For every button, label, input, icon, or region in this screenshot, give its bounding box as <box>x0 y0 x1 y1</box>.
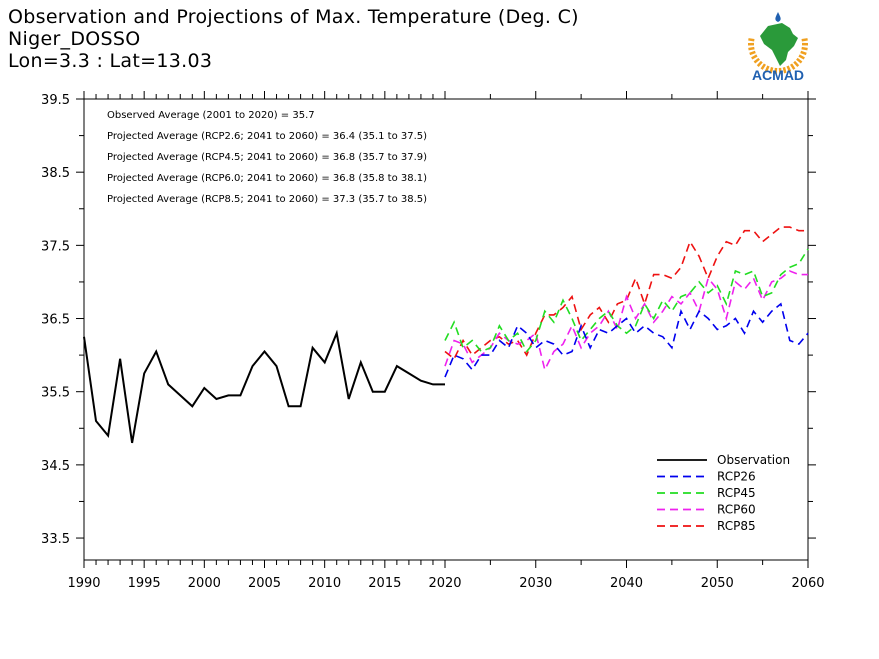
x-tick-label: 1995 <box>128 576 161 591</box>
legend-label: RCP60 <box>717 503 756 517</box>
stats-annotation: Projected Average (RCP4.5; 2041 to 2060)… <box>107 152 427 163</box>
y-tick-label: 38.5 <box>41 166 70 181</box>
stats-annotation: Projected Average (RCP6.0; 2041 to 2060)… <box>107 173 427 184</box>
y-tick-label: 34.5 <box>41 459 70 474</box>
logo-text: ACMAD <box>752 67 804 83</box>
x-tick-label: 2000 <box>188 576 221 591</box>
x-tick-label: 2040 <box>610 576 643 591</box>
x-tick-label: 2020 <box>428 576 461 591</box>
y-tick-label: 33.5 <box>41 532 70 547</box>
series-line-rcp60 <box>444 270 808 373</box>
stats-annotation: Projected Average (RCP2.6; 2041 to 2060)… <box>107 131 427 142</box>
chart-title: Observation and Projections of Max. Temp… <box>8 6 579 28</box>
coordinates-label: Lon=3.3 : Lat=13.03 <box>8 50 213 72</box>
x-tick-label: 2005 <box>248 576 281 591</box>
y-tick-label: 39.5 <box>41 93 70 108</box>
x-tick-label: 2030 <box>519 576 552 591</box>
x-tick-label: 2015 <box>368 576 401 591</box>
x-tick-label: 2010 <box>308 576 341 591</box>
stats-annotation: Projected Average (RCP8.5; 2041 to 2060)… <box>107 194 427 205</box>
legend-label: RCP45 <box>717 486 756 500</box>
y-tick-label: 35.5 <box>41 386 70 401</box>
legend-label: RCP26 <box>717 470 756 484</box>
x-tick-label: 2050 <box>701 576 734 591</box>
legend-label: Observation <box>717 453 790 467</box>
series-line-rcp26 <box>444 302 809 378</box>
stats-annotation: Observed Average (2001 to 2020) = 35.7 <box>107 110 315 121</box>
series-line-rcp85 <box>444 226 808 361</box>
chart-title-block: Observation and Projections of Max. Temp… <box>8 6 579 72</box>
series-line-rcp45 <box>444 248 809 353</box>
y-tick-label: 36.5 <box>41 313 70 328</box>
africa-map-logo-icon: ACMAD <box>747 12 809 83</box>
x-tick-label: 1990 <box>67 576 100 591</box>
plot-frame <box>83 98 809 561</box>
x-tick-label: 2060 <box>791 576 824 591</box>
y-tick-label: 37.5 <box>41 239 70 254</box>
location-label: Niger_DOSSO <box>8 28 141 50</box>
series-line-observation <box>83 329 445 444</box>
legend-label: RCP85 <box>717 519 756 533</box>
